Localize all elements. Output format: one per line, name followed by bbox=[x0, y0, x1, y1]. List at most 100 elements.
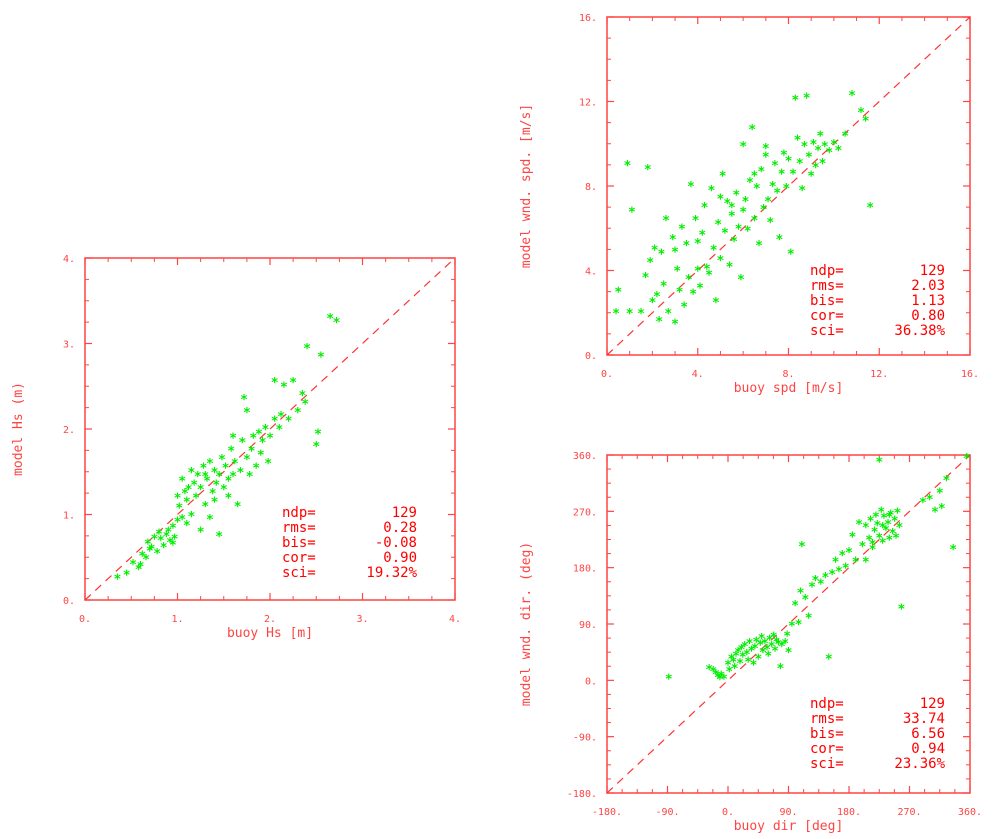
data-point: * bbox=[705, 663, 713, 678]
data-point: * bbox=[825, 652, 833, 667]
data-point: * bbox=[755, 239, 763, 254]
scatter-panel-spd: 0. 4. 8. 12. 16.0.4.8.12.16.****************… bbox=[519, 13, 979, 396]
y-tick-label: 0. bbox=[585, 676, 597, 687]
data-point: * bbox=[877, 505, 885, 520]
data-point: * bbox=[741, 195, 749, 210]
stat-label: rms= bbox=[810, 711, 844, 727]
data-point: * bbox=[166, 536, 174, 551]
data-point: * bbox=[778, 640, 786, 655]
data-point: * bbox=[791, 93, 799, 108]
data-point: * bbox=[664, 307, 672, 322]
data-point: * bbox=[138, 550, 146, 565]
data-point: * bbox=[171, 532, 179, 547]
data-point: * bbox=[203, 474, 211, 489]
x-tick-label: 1. bbox=[171, 614, 183, 625]
data-point: * bbox=[889, 527, 897, 542]
data-point: * bbox=[123, 568, 131, 583]
data-point: * bbox=[169, 521, 177, 536]
data-point: * bbox=[746, 176, 754, 191]
data-point: * bbox=[248, 444, 256, 459]
y-tick-label: 2. bbox=[63, 425, 75, 436]
data-point: * bbox=[285, 414, 293, 429]
data-point: * bbox=[142, 553, 150, 568]
data-point: * bbox=[875, 455, 883, 470]
stat-value: 0.94 bbox=[911, 741, 945, 757]
data-point: * bbox=[750, 659, 758, 674]
data-point: * bbox=[746, 637, 754, 652]
data-point: * bbox=[183, 519, 191, 534]
data-point: * bbox=[835, 565, 843, 580]
data-point: * bbox=[723, 197, 731, 212]
stat-label: cor= bbox=[810, 741, 844, 757]
data-point: * bbox=[190, 479, 198, 494]
data-point: * bbox=[734, 646, 742, 661]
data-point: * bbox=[769, 180, 777, 195]
data-point: * bbox=[830, 138, 838, 153]
data-point: * bbox=[612, 307, 620, 322]
data-point: * bbox=[187, 466, 195, 481]
data-point: * bbox=[199, 461, 207, 476]
data-point: * bbox=[271, 414, 279, 429]
data-point: * bbox=[249, 432, 257, 447]
data-point: * bbox=[694, 237, 702, 252]
x-tick-label: 16. bbox=[961, 369, 979, 380]
data-point: * bbox=[628, 205, 636, 220]
x-tick-label: -180. bbox=[592, 807, 622, 818]
data-point: * bbox=[726, 260, 734, 275]
stat-label: rms= bbox=[810, 278, 844, 294]
data-point: * bbox=[885, 534, 893, 549]
data-point: * bbox=[805, 612, 813, 627]
data-point: * bbox=[224, 474, 232, 489]
stat-value: 23.36% bbox=[894, 756, 945, 772]
data-point: * bbox=[317, 350, 325, 365]
data-point: * bbox=[865, 534, 873, 549]
data-point: * bbox=[275, 423, 283, 438]
data-point: * bbox=[220, 483, 228, 498]
data-point: * bbox=[701, 201, 709, 216]
x-tick-label: 0. bbox=[722, 807, 734, 818]
data-point: * bbox=[772, 636, 780, 651]
stat-value: 129 bbox=[392, 505, 417, 521]
data-point: * bbox=[187, 510, 195, 525]
data-point: * bbox=[642, 271, 650, 286]
data-point: * bbox=[862, 115, 870, 130]
data-point: * bbox=[178, 513, 186, 528]
data-point: * bbox=[680, 300, 688, 315]
data-point: * bbox=[720, 672, 728, 687]
data-point: * bbox=[753, 182, 761, 197]
data-point: * bbox=[243, 406, 251, 421]
data-point: * bbox=[919, 496, 927, 511]
data-point: * bbox=[717, 254, 725, 269]
data-point: * bbox=[240, 393, 248, 408]
data-point: * bbox=[206, 457, 214, 472]
stat-label: rms= bbox=[282, 520, 316, 536]
stat-label: sci= bbox=[810, 756, 844, 772]
data-point: * bbox=[676, 286, 684, 301]
x-axis-title: buoy dir [deg] bbox=[734, 819, 844, 834]
scatter-panel-hs: 0. 1. 2. 3. 4.0.1.2.3.4.* *******************… bbox=[11, 254, 461, 641]
data-point: * bbox=[810, 138, 818, 153]
data-point: * bbox=[211, 466, 219, 481]
data-point: * bbox=[893, 507, 901, 522]
data-point: * bbox=[669, 233, 677, 248]
data-point: * bbox=[206, 513, 214, 528]
data-point: * bbox=[764, 195, 772, 210]
data-point: * bbox=[766, 216, 774, 231]
data-point: * bbox=[757, 165, 765, 180]
data-point: * bbox=[169, 538, 177, 553]
data-point: * bbox=[788, 619, 796, 634]
stat-label: ndp= bbox=[810, 696, 844, 712]
data-point: * bbox=[781, 637, 789, 652]
data-point: * bbox=[717, 669, 725, 684]
data-point: * bbox=[153, 547, 161, 562]
data-point: * bbox=[789, 167, 797, 182]
data-point: * bbox=[678, 222, 686, 237]
stat-value: 0.80 bbox=[911, 308, 945, 324]
data-point: * bbox=[819, 157, 827, 172]
data-point: * bbox=[129, 558, 137, 573]
data-point: * bbox=[760, 203, 768, 218]
data-point: * bbox=[744, 656, 752, 671]
data-point: * bbox=[312, 440, 320, 455]
data-point: * bbox=[724, 659, 732, 674]
data-point: * bbox=[857, 106, 865, 121]
